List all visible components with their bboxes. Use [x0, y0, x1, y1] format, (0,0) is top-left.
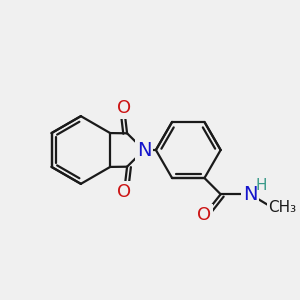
Text: O: O	[117, 99, 131, 117]
Text: O: O	[197, 206, 212, 224]
Text: CH₃: CH₃	[268, 200, 296, 215]
Text: N: N	[243, 185, 257, 204]
Text: O: O	[117, 183, 131, 201]
Text: N: N	[137, 140, 151, 160]
Text: H: H	[256, 178, 267, 194]
